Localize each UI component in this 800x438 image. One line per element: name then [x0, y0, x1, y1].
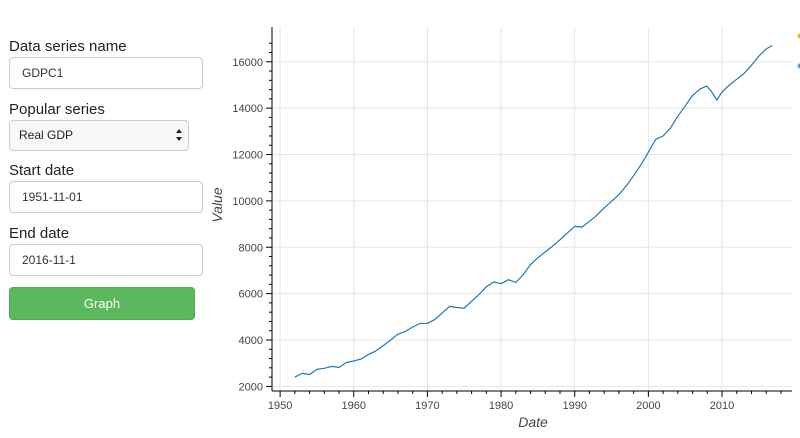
- x-tick-label: 1990: [562, 400, 586, 412]
- end-date-label: End date: [9, 225, 70, 242]
- legend-marker-2: [797, 63, 800, 69]
- x-tick-label: 2010: [710, 400, 734, 412]
- legend-marker-1: [797, 33, 800, 39]
- y-tick-label: 6000: [239, 289, 263, 301]
- x-tick-label: 1970: [415, 400, 439, 412]
- gdp-series-line: [294, 44, 773, 378]
- chart-series: [294, 44, 773, 378]
- y-tick-label: 12000: [232, 150, 263, 162]
- series-name-label: Data series name: [9, 38, 127, 55]
- x-axis-label: Date: [518, 414, 548, 430]
- chart-ticks: 2000 4000 6000 8000 10000 12000 14000 16000 1950…: [232, 42, 782, 412]
- x-tick-label: 1950: [268, 400, 292, 412]
- end-date-input[interactable]: [9, 244, 203, 276]
- graph-button[interactable]: Graph: [9, 287, 195, 320]
- start-date-input[interactable]: [9, 181, 203, 213]
- y-tick-label: 8000: [239, 242, 263, 254]
- popular-series-select[interactable]: Real GDP: [9, 120, 189, 151]
- select-arrows-icon: [176, 129, 182, 141]
- x-tick-label: 1980: [489, 400, 513, 412]
- chart-grid: [272, 27, 792, 391]
- popular-series-selected: Real GDP: [19, 128, 74, 142]
- start-date-label: Start date: [9, 162, 75, 179]
- chart-axes: [271, 27, 792, 392]
- series-name-input[interactable]: [9, 57, 203, 89]
- popular-series-label: Popular series: [9, 101, 105, 118]
- y-tick-label: 2000: [239, 381, 263, 393]
- y-tick-label: 4000: [239, 335, 263, 347]
- x-tick-label: 1960: [342, 400, 366, 412]
- y-tick-label: 10000: [232, 196, 263, 208]
- x-tick-label: 2000: [636, 400, 660, 412]
- y-tick-label: 14000: [232, 103, 263, 115]
- y-tick-label: 16000: [232, 57, 263, 69]
- y-axis-label: Value: [209, 187, 225, 223]
